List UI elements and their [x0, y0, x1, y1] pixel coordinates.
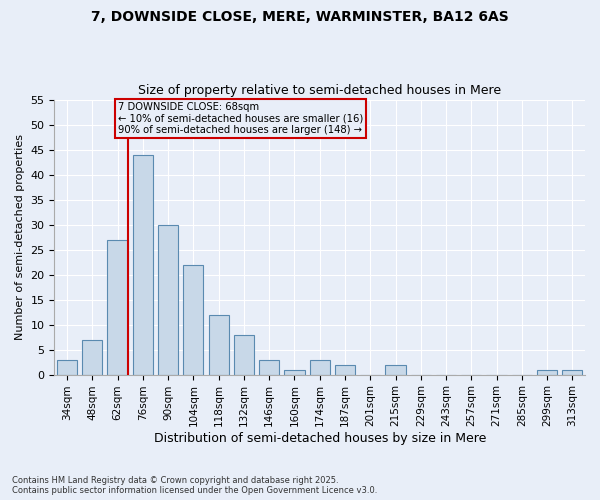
- Bar: [183, 264, 203, 374]
- Text: Contains HM Land Registry data © Crown copyright and database right 2025.
Contai: Contains HM Land Registry data © Crown c…: [12, 476, 377, 495]
- Bar: [385, 364, 406, 374]
- Bar: [234, 334, 254, 374]
- Bar: [209, 314, 229, 374]
- Bar: [107, 240, 128, 374]
- Bar: [158, 224, 178, 374]
- Bar: [133, 154, 153, 374]
- Title: Size of property relative to semi-detached houses in Mere: Size of property relative to semi-detach…: [138, 84, 501, 97]
- Text: 7 DOWNSIDE CLOSE: 68sqm
← 10% of semi-detached houses are smaller (16)
90% of se: 7 DOWNSIDE CLOSE: 68sqm ← 10% of semi-de…: [118, 102, 363, 136]
- Bar: [259, 360, 279, 374]
- Bar: [82, 340, 103, 374]
- Y-axis label: Number of semi-detached properties: Number of semi-detached properties: [15, 134, 25, 340]
- Text: 7, DOWNSIDE CLOSE, MERE, WARMINSTER, BA12 6AS: 7, DOWNSIDE CLOSE, MERE, WARMINSTER, BA1…: [91, 10, 509, 24]
- Bar: [537, 370, 557, 374]
- Bar: [310, 360, 330, 374]
- Bar: [284, 370, 305, 374]
- X-axis label: Distribution of semi-detached houses by size in Mere: Distribution of semi-detached houses by …: [154, 432, 486, 445]
- Bar: [562, 370, 583, 374]
- Bar: [57, 360, 77, 374]
- Bar: [335, 364, 355, 374]
